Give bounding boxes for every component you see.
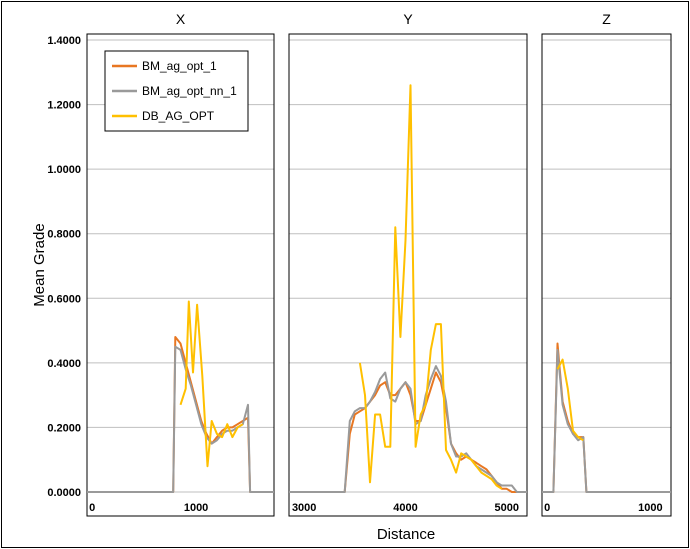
legend-label-db-ag-opt: DB_AG_OPT <box>142 109 215 123</box>
panel-frame-z <box>541 33 672 517</box>
series-line-z-bm-ag-opt-1 <box>542 342 671 493</box>
panel-frame-x <box>86 33 275 517</box>
y-tick-label: 0.4000 <box>47 358 81 370</box>
y-tick-label: 0.8000 <box>47 229 81 241</box>
x-tick-label: 4000 <box>393 502 417 514</box>
series-line-y-bm-ag-opt-1 <box>289 371 527 493</box>
panel-title-z: Z <box>602 11 611 27</box>
y-tick-label: 0.0000 <box>47 487 81 499</box>
x-tick-label: 3000 <box>292 502 316 514</box>
series-line-z-db-ag-opt <box>556 358 584 442</box>
x-tick-label: 1000 <box>638 502 662 514</box>
x-tick-label: 1000 <box>184 502 208 514</box>
y-tick-label: 1.4000 <box>47 35 81 47</box>
x-tick-label: 5000 <box>495 502 519 514</box>
series-line-y-bm-ag-opt-nn-1 <box>289 365 527 493</box>
y-axis-title: Mean Grade <box>31 223 48 306</box>
y-tick-label: 1.2000 <box>47 100 81 112</box>
y-tick-label: 0.6000 <box>47 293 81 305</box>
y-tick-label: 1.0000 <box>47 164 81 176</box>
y-tick-label: 0.2000 <box>47 422 81 434</box>
panel-title-x: X <box>176 11 186 27</box>
x-tick-label: 0 <box>89 502 95 514</box>
series-line-z-bm-ag-opt-nn-1 <box>542 348 671 493</box>
x-tick-label: 0 <box>544 502 550 514</box>
legend-label-bm-ag-opt-nn-1: BM_ag_opt_nn_1 <box>142 84 237 98</box>
panel-title-y: Y <box>403 11 413 27</box>
series-line-y-db-ag-opt <box>358 84 503 490</box>
panel-frame-y <box>288 33 528 517</box>
legend-label-bm-ag-opt-1: BM_ag_opt_1 <box>142 59 217 73</box>
series-line-x-db-ag-opt <box>179 300 244 468</box>
x-axis-title: Distance <box>377 526 435 543</box>
